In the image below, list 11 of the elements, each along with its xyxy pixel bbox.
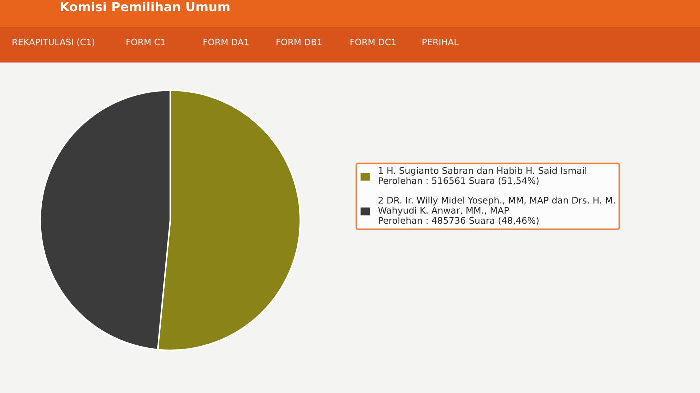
legend-label: 1 H. Sugianto Sabran dan Habib H. Said Ismail [379, 167, 586, 176]
text: REKAPITULASI (C1) [12, 38, 95, 47]
text: FORM DA1 [204, 38, 249, 46]
data-label: Perolehan : 485736 Suara (48,46%) [379, 217, 539, 226]
text: FORM DB1 [276, 38, 322, 46]
text: FORM C1 [126, 38, 166, 46]
text: FORM DC1 [350, 38, 396, 46]
data-label: Perolehan : 516561 Suara (51,54%) [379, 177, 539, 186]
legend-label: 2 DR. Ir. Willy Midel Yoseph., MM, MAP dan Drs. H. M. Wahyudi K. Anwar, MM., MAP [378, 196, 615, 216]
chart-title: Komisi Pemilihan Umum [61, 2, 230, 12]
text: PERIHAL [422, 39, 459, 46]
